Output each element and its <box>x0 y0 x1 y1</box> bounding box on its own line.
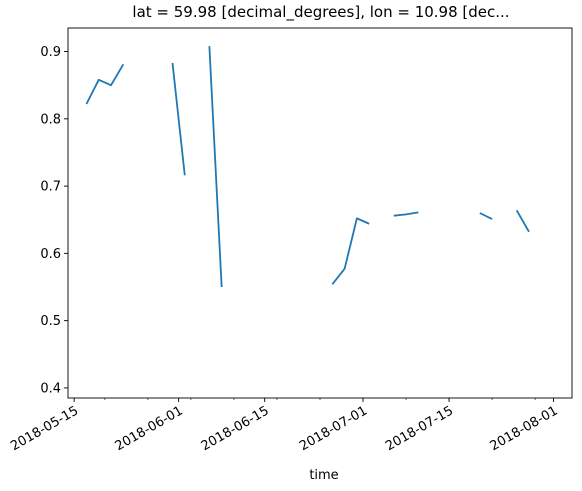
series-segment-3 <box>208 46 223 288</box>
x-axis-label: time <box>309 468 338 483</box>
y-tick-label: 0.9 <box>40 45 61 60</box>
y-tick-label: 0.4 <box>40 381 61 396</box>
y-tick-label: 0.5 <box>40 314 61 329</box>
chart-title: lat = 59.98 [decimal_degrees], lon = 10.… <box>132 3 509 22</box>
series-lines <box>85 46 530 288</box>
series-segment-2 <box>171 62 186 176</box>
series-segment-4 <box>331 217 370 285</box>
y-tick-label: 0.7 <box>40 180 61 195</box>
y-tick-label: 0.6 <box>40 247 61 262</box>
y-axis-ticks: 0.4 0.5 0.6 0.7 0.8 0.9 <box>40 45 68 396</box>
series-segment-6 <box>479 212 493 220</box>
y-tick-label: 0.8 <box>40 112 61 127</box>
series-segment-5 <box>393 211 419 217</box>
series-segment-1 <box>85 63 125 105</box>
series-segment-7 <box>515 209 530 233</box>
